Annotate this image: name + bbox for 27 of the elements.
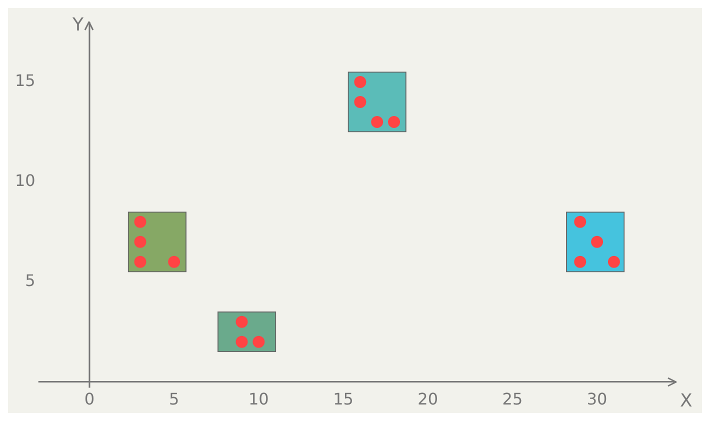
point	[354, 96, 366, 108]
point	[168, 256, 180, 268]
x-tick-label: 25	[502, 390, 523, 409]
x-tick-label: 20	[418, 390, 438, 409]
point	[591, 236, 604, 248]
y-tick-label: 15	[15, 71, 36, 90]
point	[388, 116, 400, 128]
y-axis-title: Y	[71, 14, 84, 36]
point	[574, 216, 586, 228]
point	[354, 76, 366, 88]
x-tick-label: 15	[333, 390, 354, 409]
point	[608, 256, 620, 268]
point	[134, 256, 146, 268]
point	[134, 216, 146, 228]
y-tick-label: 5	[25, 271, 36, 290]
point	[236, 316, 248, 328]
x-tick-label: 30	[586, 390, 608, 409]
point	[371, 116, 384, 128]
x-tick-label: 0	[84, 390, 95, 409]
point	[252, 336, 265, 348]
x-axis-title: X	[680, 390, 692, 412]
y-tick-label: 10	[15, 171, 36, 190]
x-tick-label: 5	[168, 390, 180, 409]
point	[236, 336, 248, 348]
point	[134, 236, 146, 248]
x-tick-label: 10	[248, 390, 269, 409]
point	[574, 256, 586, 268]
